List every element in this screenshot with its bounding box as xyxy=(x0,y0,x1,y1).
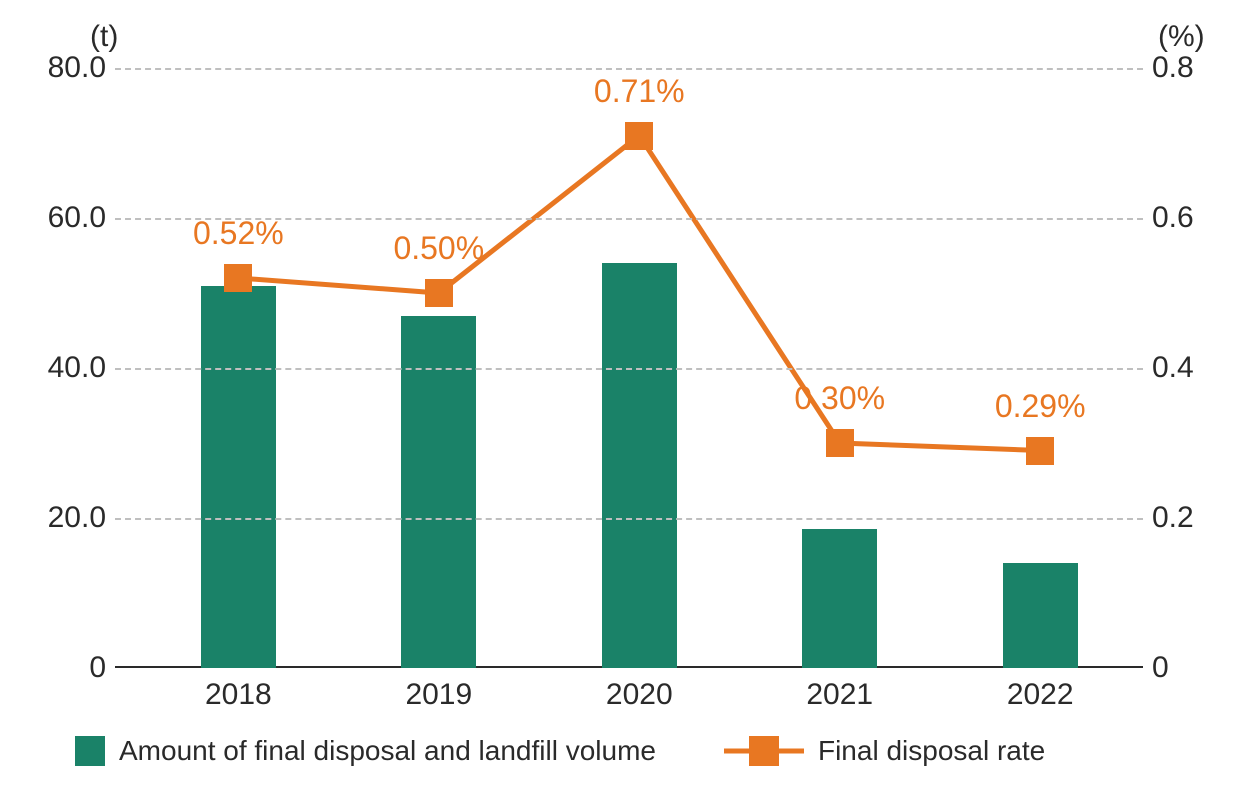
line-marker xyxy=(1026,437,1054,465)
disposal-chart: (t) (%) 0.52% 0.50% 0.71% 0.30% 0.29% Amount… xyxy=(0,0,1251,792)
legend-bar-swatch xyxy=(75,736,105,766)
y-right-unit: (%) xyxy=(1158,20,1205,54)
gridline xyxy=(115,518,1143,520)
y-right-tick: 0.6 xyxy=(1152,201,1242,235)
y-left-tick: 60.0 xyxy=(6,201,106,235)
y-left-tick: 40.0 xyxy=(6,351,106,385)
y-left-tick: 0 xyxy=(6,651,106,685)
y-left-tick: 20.0 xyxy=(6,501,106,535)
legend-bar-label: Amount of final disposal and landfill vo… xyxy=(119,735,656,767)
y-right-tick: 0.4 xyxy=(1152,351,1242,385)
legend: Amount of final disposal and landfill vo… xyxy=(75,735,1045,767)
gridline xyxy=(115,368,1143,370)
legend-line-swatch xyxy=(724,736,804,766)
x-tick-label: 2019 xyxy=(405,678,472,712)
y-left-tick: 80.0 xyxy=(6,51,106,85)
line-data-label: 0.52% xyxy=(193,215,284,252)
legend-line-label: Final disposal rate xyxy=(818,735,1045,767)
y-left-unit: (t) xyxy=(90,20,118,54)
line-marker xyxy=(826,429,854,457)
x-tick-label: 2020 xyxy=(606,678,673,712)
line-data-label: 0.29% xyxy=(995,388,1086,425)
x-tick-label: 2021 xyxy=(806,678,873,712)
y-right-tick: 0.8 xyxy=(1152,51,1242,85)
x-tick-label: 2018 xyxy=(205,678,272,712)
plot-area: 0.52% 0.50% 0.71% 0.30% 0.29% xyxy=(115,68,1143,668)
gridline xyxy=(115,68,1143,70)
line-data-label: 0.50% xyxy=(393,230,484,267)
line-marker xyxy=(625,122,653,150)
line-marker xyxy=(425,279,453,307)
line-path xyxy=(238,136,1040,451)
line-marker xyxy=(224,264,252,292)
line-data-label: 0.30% xyxy=(794,380,885,417)
y-right-tick: 0.2 xyxy=(1152,501,1242,535)
y-right-tick: 0 xyxy=(1152,651,1242,685)
x-tick-label: 2022 xyxy=(1007,678,1074,712)
line-data-label: 0.71% xyxy=(594,73,685,110)
